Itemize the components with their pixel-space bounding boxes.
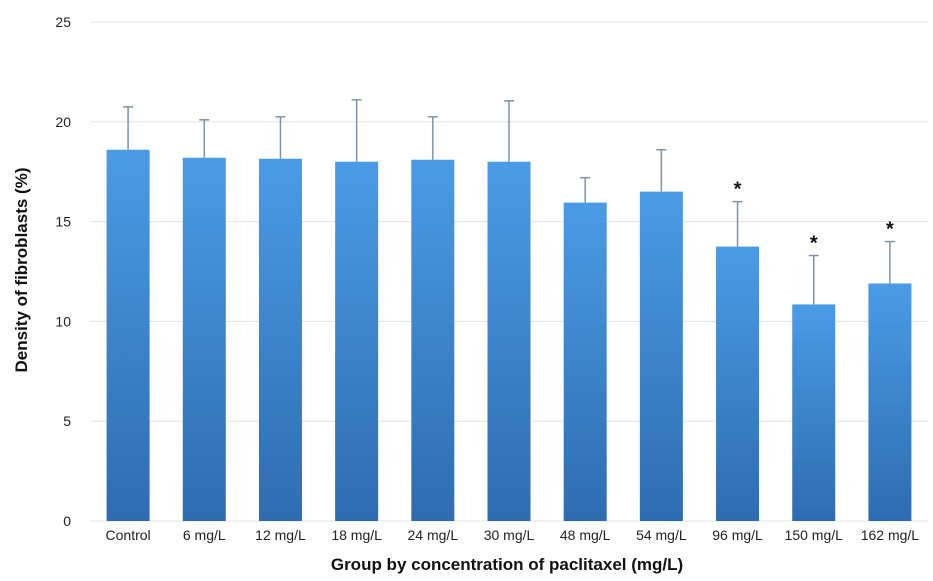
significance-asterisk: *: [810, 233, 818, 255]
bar: [335, 161, 379, 521]
bar: [563, 202, 607, 521]
error-bars: [123, 99, 895, 305]
bar: [792, 304, 836, 521]
significance-asterisk: *: [886, 219, 894, 241]
y-tick-label: 0: [63, 513, 71, 529]
y-axis-ticks: 0 5 10 15 20 25: [55, 14, 71, 529]
x-tick-label: 96 mg/L: [712, 527, 763, 543]
significance-marks: * * *: [734, 179, 894, 255]
x-tick-label: 48 mg/L: [560, 527, 611, 543]
y-tick-label: 15: [55, 214, 71, 230]
y-axis-title: Density of fibroblasts (%): [12, 168, 31, 373]
x-tick-label: 150 mg/L: [785, 527, 844, 543]
x-axis-title: Group by concentration of paclitaxel (mg…: [331, 555, 683, 574]
significance-asterisk: *: [734, 179, 742, 201]
y-tick-label: 10: [55, 313, 71, 329]
x-tick-label: 6 mg/L: [183, 527, 226, 543]
bar: [411, 159, 455, 521]
bar: [487, 161, 531, 521]
x-tick-label: Control: [106, 527, 151, 543]
bar: [258, 158, 302, 521]
bar: [639, 191, 683, 521]
bar: [106, 149, 150, 521]
x-tick-label: 54 mg/L: [636, 527, 687, 543]
bars: [106, 149, 912, 522]
y-tick-label: 5: [63, 413, 71, 429]
x-axis-ticks: Control 6 mg/L 12 mg/L 18 mg/L 24 mg/L 30 mg/…: [106, 527, 920, 543]
x-tick-label: 18 mg/L: [331, 527, 382, 543]
bar: [182, 157, 226, 521]
bar: [716, 246, 760, 522]
x-tick-label: 30 mg/L: [484, 527, 535, 543]
x-tick-label: 12 mg/L: [255, 527, 306, 543]
y-tick-label: 25: [55, 14, 71, 30]
y-tick-label: 20: [55, 114, 71, 130]
x-tick-label: 24 mg/L: [408, 527, 459, 543]
x-tick-label: 162 mg/L: [861, 527, 920, 543]
bar: [868, 283, 912, 521]
